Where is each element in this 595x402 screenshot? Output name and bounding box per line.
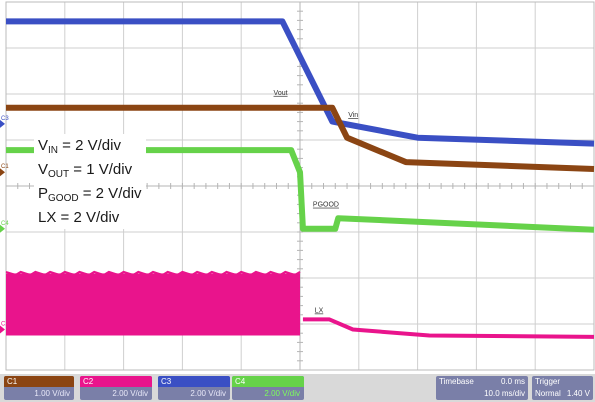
- lx-band-edge: [5, 270, 301, 276]
- scale-legend: VIN = 2 V/div VOUT = 1 V/div PGOOD = 2 V…: [34, 134, 146, 229]
- channel-c1-vdiv: 1.00 V/div: [34, 389, 70, 398]
- vin-scale: VIN = 2 V/div: [38, 137, 121, 156]
- channel-c1-box[interactable]: C1 1.00 V/div: [4, 376, 74, 400]
- trace-label-lx: LX: [315, 308, 324, 315]
- vin-trace: [6, 18, 595, 147]
- trigger-level: 1.40 V: [566, 389, 590, 398]
- channel-c2-id: C2: [80, 376, 152, 387]
- vout-trace: [6, 104, 595, 172]
- channel-c2-vdiv: 2.00 V/div: [112, 389, 148, 398]
- channel-c3-vdiv: 2.00 V/div: [190, 389, 226, 398]
- channel-c2-box[interactable]: C2 2.00 V/div: [80, 376, 152, 400]
- lx-scale: LX = 2 V/div: [38, 209, 120, 226]
- timebase-header: Timebase 0.0 ms: [436, 376, 528, 387]
- marker-c4: [0, 224, 5, 233]
- plot-frame: [5, 1, 595, 371]
- traces: [5, 18, 595, 339]
- channel-c1-id: C1: [4, 376, 74, 387]
- lx-switching-band: [6, 273, 300, 336]
- timebase-box[interactable]: Timebase 0.0 ms 10.0 ms/div: [436, 376, 528, 400]
- marker-c1: [0, 168, 5, 177]
- trace-label-vout: Vout: [274, 90, 288, 97]
- trigger-row: Normal 1.40 V: [532, 387, 593, 400]
- pgood-scale: PGOOD = 2 V/div: [38, 185, 142, 204]
- channel-markers: C3 C1 C4 C2: [0, 116, 9, 334]
- status-bar: C1 1.00 V/div C2 2.00 V/div C3 2.00 V/di…: [0, 374, 595, 402]
- trace-label-pgood: PGOOD: [313, 202, 339, 209]
- marker-label-c2: C2: [1, 322, 9, 328]
- marker-c3: [0, 119, 5, 128]
- timebase-offset: 0.0 ms: [500, 377, 525, 386]
- lx-trace: [302, 317, 595, 339]
- channel-c4-vdiv: 2.00 V/div: [264, 389, 300, 398]
- trigger-box[interactable]: Trigger Normal 1.40 V: [532, 376, 593, 400]
- vout-scale: VOUT = 1 V/div: [38, 161, 133, 180]
- channel-c4-id: C4: [232, 376, 304, 387]
- marker-label-c4: C4: [1, 221, 9, 227]
- trace-labels: Vout Vin PGOOD LX: [274, 90, 359, 315]
- pgood-trace: [6, 147, 595, 233]
- trigger-mode: Normal: [535, 389, 561, 398]
- channel-c3-id: C3: [158, 376, 230, 387]
- timebase-value: 10.0 ms/div: [484, 389, 525, 398]
- channel-c3-box[interactable]: C3 2.00 V/div: [158, 376, 230, 400]
- marker-label-c1: C1: [1, 164, 9, 170]
- channel-c4-box[interactable]: C4 2.00 V/div: [232, 376, 304, 400]
- scope-display: C3 C1 C4 C2 Vout Vin PGOOD LX: [0, 0, 595, 372]
- trigger-label: Trigger: [535, 377, 561, 386]
- timebase-label: Timebase: [439, 377, 474, 386]
- marker-label-c3: C3: [1, 116, 9, 122]
- trace-label-vin: Vin: [348, 112, 358, 119]
- marker-c2: [0, 325, 5, 334]
